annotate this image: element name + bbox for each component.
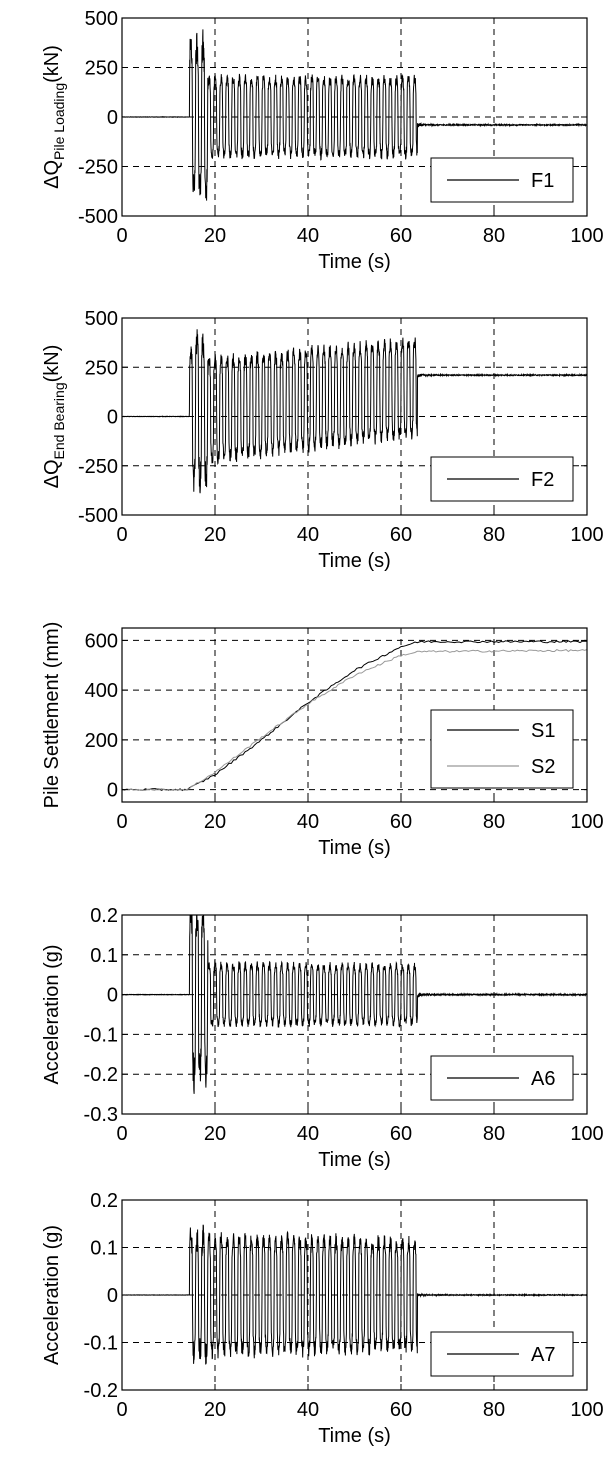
y-tick-label: 600 <box>85 630 118 652</box>
y-axis-title: ΔQPile Loading(kN) <box>41 45 67 189</box>
series-line-F1 <box>121 29 588 201</box>
y-tick-label: 500 <box>85 8 118 30</box>
x-tick-label: 20 <box>204 524 226 546</box>
y-axis-title: Pile Settlement (mm) <box>41 622 63 809</box>
y-tick-label: -0.2 <box>84 1380 118 1402</box>
y-tick-label: 0 <box>107 985 118 1007</box>
y-axis-title: ΔQEnd Bearing(kN) <box>41 345 67 489</box>
x-tick-label: 100 <box>570 524 603 546</box>
y-tick-label: -0.3 <box>84 1104 118 1126</box>
legend-label-S2: S2 <box>531 756 555 778</box>
chart-panel-2: 0 20 40 60 80 100 500 250 0 -250 -500 Time (s) ΔQEnd… <box>41 308 604 572</box>
y-tick-label: 0.1 <box>90 945 118 967</box>
x-tick-label: 20 <box>204 1123 226 1145</box>
x-axis-title: Time (s) <box>318 550 391 572</box>
chart-panel-1: 0 20 40 60 80 100 500 250 0 -250 -500 Time (s) ΔQPil… <box>41 8 604 273</box>
x-tick-label: 20 <box>204 225 226 247</box>
x-tick-label: 20 <box>204 811 226 833</box>
x-axis-title: Time (s) <box>318 1149 391 1171</box>
y-tick-label: 0 <box>107 407 118 429</box>
y-tick-label: -250 <box>78 157 118 179</box>
legend: S1 S2 <box>430 709 574 789</box>
x-tick-label: 0 <box>116 1399 127 1421</box>
x-axis-title: Time (s) <box>318 251 391 273</box>
x-tick-label: 80 <box>483 1123 505 1145</box>
legend-label-A6: A6 <box>531 1068 555 1090</box>
series-line-A6 <box>121 914 588 1094</box>
y-tick-label: 0.2 <box>90 1190 118 1212</box>
y-tick-label: 0 <box>107 107 118 129</box>
chart-panel-3: 0 20 40 60 80 100 600 400 200 0 Time (s) Pile Settl… <box>41 622 604 859</box>
x-tick-label: 100 <box>570 225 603 247</box>
legend-label-S1: S1 <box>531 720 555 742</box>
x-tick-label: 0 <box>116 811 127 833</box>
y-tick-label: 400 <box>85 680 118 702</box>
plot-frame <box>121 627 588 803</box>
series-line-S2 <box>121 649 588 792</box>
x-axis-title: Time (s) <box>318 837 391 859</box>
x-tick-label: 100 <box>570 1399 603 1421</box>
y-tick-label: -0.2 <box>84 1064 118 1086</box>
y-tick-label: 250 <box>85 357 118 379</box>
legend-box <box>430 709 574 789</box>
legend-label-A7: A7 <box>531 1344 555 1366</box>
x-tick-label: 40 <box>297 811 319 833</box>
legend-label-F1: F1 <box>531 170 554 192</box>
y-tick-label: 0 <box>107 780 118 802</box>
x-tick-label: 60 <box>390 225 412 247</box>
x-tick-label: 100 <box>570 811 603 833</box>
y-tick-label: 200 <box>85 730 118 752</box>
x-tick-label: 20 <box>204 1399 226 1421</box>
y-tick-label: -0.1 <box>84 1024 118 1046</box>
x-tick-label: 60 <box>390 524 412 546</box>
chart-panel-5: 0 20 40 60 80 100 0.2 0.1 0 -0.1 -0.2 Time (s) Accel… <box>41 1190 604 1447</box>
y-tick-label: -0.1 <box>84 1333 118 1355</box>
x-tick-label: 60 <box>390 811 412 833</box>
y-tick-label: 0.2 <box>90 905 118 927</box>
x-tick-label: 40 <box>297 524 319 546</box>
series-line-F2 <box>121 329 588 494</box>
y-axis-title: Acceleration (g) <box>41 944 63 1084</box>
series-line-A7 <box>122 1224 588 1365</box>
x-axis-title: Time (s) <box>318 1425 391 1447</box>
x-tick-label: 80 <box>483 1399 505 1421</box>
x-tick-label: 0 <box>116 225 127 247</box>
x-tick-label: 40 <box>297 1123 319 1145</box>
y-tick-label: -500 <box>78 206 118 228</box>
legend: F1 <box>430 157 574 203</box>
x-tick-label: 0 <box>116 1123 127 1145</box>
plot-frame <box>121 914 588 1115</box>
x-tick-label: 60 <box>390 1123 412 1145</box>
legend: F2 <box>430 456 574 502</box>
x-tick-label: 40 <box>297 1399 319 1421</box>
y-tick-label: -250 <box>78 456 118 478</box>
y-tick-label: 250 <box>85 58 118 80</box>
legend: A6 <box>430 1055 574 1101</box>
chart-panel-4: 0 20 40 60 80 100 0.2 0.1 0 -0.1 -0.2 -0.3 Time (s) A… <box>41 905 604 1171</box>
x-tick-label: 80 <box>483 524 505 546</box>
legend: A7 <box>430 1331 574 1377</box>
y-tick-label: 0 <box>107 1285 118 1307</box>
y-tick-label: 0.1 <box>90 1238 118 1260</box>
y-tick-label: 500 <box>85 308 118 330</box>
x-tick-label: 40 <box>297 225 319 247</box>
legend-label-F2: F2 <box>531 469 554 491</box>
x-tick-label: 60 <box>390 1399 412 1421</box>
y-axis-title: Acceleration (g) <box>41 1225 63 1365</box>
x-tick-label: 100 <box>570 1123 603 1145</box>
x-tick-label: 80 <box>483 811 505 833</box>
y-tick-label: -500 <box>78 505 118 527</box>
x-tick-label: 80 <box>483 225 505 247</box>
x-tick-label: 0 <box>116 524 127 546</box>
